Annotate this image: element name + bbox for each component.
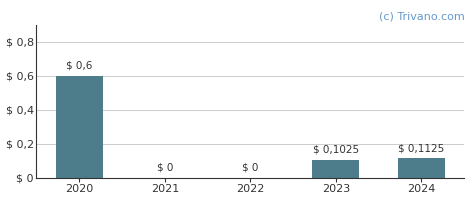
Bar [313,160,360,178]
Bar [398,158,445,178]
Text: (c) Trivano.com: (c) Trivano.com [379,12,464,22]
Text: $ 0,1125: $ 0,1125 [399,143,445,153]
Text: $ 0,1025: $ 0,1025 [313,145,359,155]
Text: $ 0: $ 0 [157,162,173,172]
Text: $ 0,6: $ 0,6 [66,60,93,70]
Bar [56,76,103,178]
Text: $ 0: $ 0 [242,162,258,172]
